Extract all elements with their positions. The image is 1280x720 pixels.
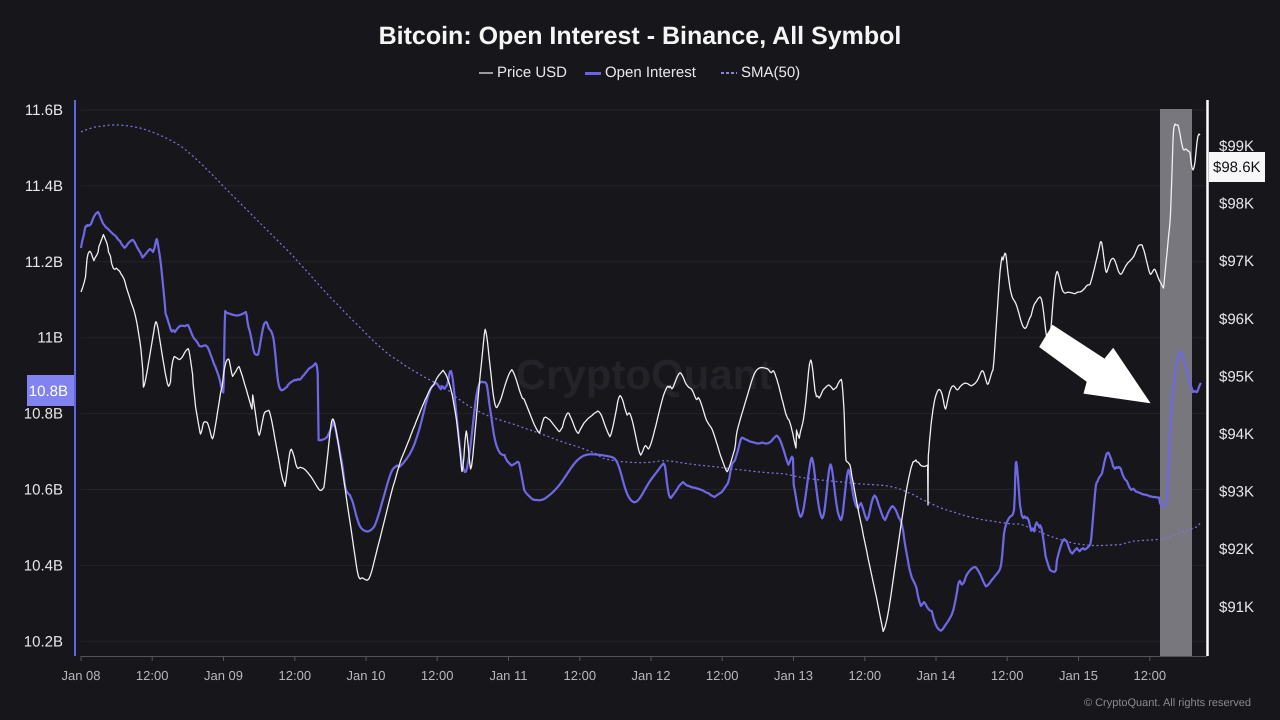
- svg-text:11.6B: 11.6B: [25, 102, 63, 119]
- svg-text:10.8B: 10.8B: [29, 383, 68, 400]
- svg-text:12:00: 12:00: [1134, 668, 1167, 683]
- svg-text:10.8B: 10.8B: [24, 406, 63, 423]
- svg-text:12:00: 12:00: [706, 668, 739, 683]
- svg-text:$94K: $94K: [1219, 426, 1254, 443]
- svg-text:$96K: $96K: [1219, 311, 1254, 328]
- svg-text:12:00: 12:00: [849, 668, 882, 683]
- svg-text:12:00: 12:00: [421, 668, 454, 683]
- svg-text:12:00: 12:00: [136, 668, 169, 683]
- svg-text:11B: 11B: [37, 330, 63, 347]
- svg-text:$92K: $92K: [1219, 541, 1254, 558]
- svg-text:11.2B: 11.2B: [25, 254, 63, 271]
- svg-text:© CryptoQuant. All rights rese: © CryptoQuant. All rights reserved: [1084, 697, 1251, 709]
- svg-text:11.4B: 11.4B: [25, 178, 63, 195]
- svg-text:$98K: $98K: [1219, 196, 1254, 213]
- svg-text:12:00: 12:00: [279, 668, 312, 683]
- svg-text:Jan 09: Jan 09: [204, 668, 243, 683]
- svg-text:Jan 08: Jan 08: [61, 668, 100, 683]
- svg-text:Jan 10: Jan 10: [346, 668, 385, 683]
- svg-text:10.6B: 10.6B: [24, 482, 63, 499]
- svg-text:$93K: $93K: [1219, 484, 1254, 501]
- svg-text:$98.6K: $98.6K: [1213, 159, 1261, 176]
- svg-text:$99K: $99K: [1219, 138, 1254, 155]
- svg-text:Jan 11: Jan 11: [489, 668, 527, 683]
- svg-text:12:00: 12:00: [991, 668, 1024, 683]
- svg-text:$97K: $97K: [1219, 253, 1254, 270]
- svg-text:CryptoQuant: CryptoQuant: [516, 351, 773, 398]
- svg-text:Jan 14: Jan 14: [916, 668, 955, 683]
- svg-text:12:00: 12:00: [564, 668, 597, 683]
- svg-text:10.4B: 10.4B: [24, 557, 63, 574]
- svg-text:Jan 12: Jan 12: [631, 668, 670, 683]
- svg-text:Jan 13: Jan 13: [774, 668, 813, 683]
- svg-text:$95K: $95K: [1219, 368, 1254, 385]
- svg-text:10.2B: 10.2B: [24, 633, 63, 650]
- svg-text:Jan 15: Jan 15: [1059, 668, 1098, 683]
- svg-text:$91K: $91K: [1219, 599, 1254, 616]
